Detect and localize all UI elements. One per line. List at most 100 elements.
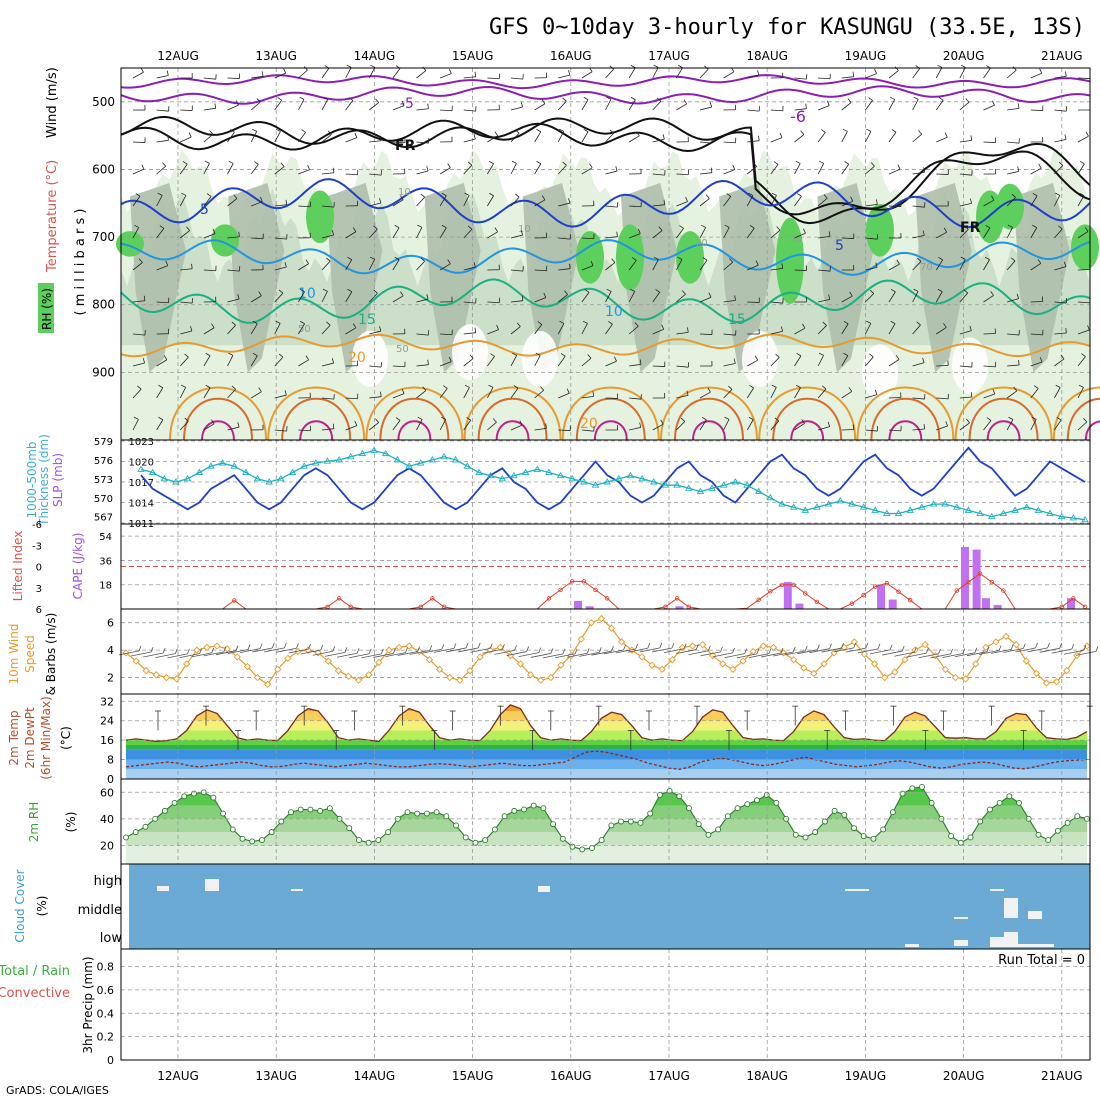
wind-barb-shaft (605, 360, 617, 367)
wind-speed-marker (263, 680, 272, 689)
rh-marker (967, 834, 974, 841)
wind-barb-shaft (368, 292, 378, 303)
thickness-marker (684, 484, 693, 491)
surface-wind-barb-feather (732, 647, 735, 654)
rh-contour-label: 30 (790, 234, 803, 245)
wind-barb-shaft (1006, 419, 1014, 431)
wind-barb-shaft (1054, 75, 1067, 79)
wind-tick-label: 2 (107, 672, 114, 685)
wind-speed-marker (122, 649, 130, 657)
rh-marker (559, 835, 566, 842)
wind-barb-shaft (274, 166, 285, 175)
wind-barb-shaft (723, 363, 736, 367)
wind-barb-feather (513, 385, 519, 389)
wind-barb-feather (776, 226, 781, 231)
wind-barb-feather (394, 256, 400, 261)
wind-barb-shaft (1006, 390, 1018, 399)
wind-barb-shaft (652, 230, 663, 239)
wind-barb-feather (969, 198, 972, 204)
surface-wind-barb-feather (974, 647, 978, 653)
surface-wind-barb-feather (926, 648, 929, 654)
thickness-tick-label: 570 (94, 494, 113, 505)
wind-barb-shaft (132, 362, 145, 367)
rh-marker (443, 813, 450, 820)
wind-barb-shaft (156, 109, 169, 112)
wind-barb-shaft (274, 99, 283, 111)
wind-barb-shaft (1007, 171, 1019, 175)
wind-barb-shaft (865, 165, 875, 175)
rh-marker (870, 835, 877, 842)
wind-barb-feather (748, 192, 754, 196)
wind-barb-shaft (321, 291, 328, 303)
wind-barb-shaft (345, 259, 353, 271)
wind-barb-feather (258, 387, 262, 393)
wind-barb-feather (1079, 192, 1085, 196)
wind-barb-shaft (180, 330, 192, 335)
wind-barb-shaft (959, 229, 969, 239)
surface-wind-barb (131, 651, 152, 657)
wind-barb-feather (380, 135, 382, 141)
wind-barb-feather (630, 64, 636, 69)
wind-barb-shaft (747, 140, 760, 143)
rh-marker (1016, 799, 1023, 806)
wind-barb-shaft (250, 391, 262, 399)
wind-barb-shaft (888, 205, 902, 207)
surface-wind-barb-feather (950, 648, 954, 655)
wind-barb-shaft (652, 204, 665, 207)
wind-barb-shaft (865, 267, 878, 271)
wind-barb-shaft (699, 333, 713, 335)
wind-barb-shaft (746, 228, 755, 239)
wind-barb-shaft (676, 67, 683, 79)
wind-barb-feather (943, 227, 948, 233)
wind-barb-shaft (1077, 163, 1085, 175)
wind-barb-feather (252, 128, 257, 132)
wind-barb-feather (347, 288, 353, 293)
wind-barb-shaft (1054, 332, 1067, 335)
wind-barb-shaft (1077, 77, 1091, 79)
wind-barb-shaft (274, 204, 287, 207)
rh-marker (161, 807, 168, 814)
wind-barb-shaft (274, 323, 281, 335)
surface-wind-barb (651, 647, 673, 653)
wind-barb-shaft (487, 77, 500, 80)
wind-barb-shaft (251, 75, 264, 79)
surface-isotherm-arch (267, 386, 366, 441)
thickness-tick-label: 573 (94, 475, 113, 486)
surface-wind-barb-feather (986, 646, 990, 652)
rh-contour-label: 10 (518, 224, 531, 235)
wind-barb-shaft (558, 237, 571, 240)
wind-barb-feather (945, 421, 948, 427)
wind-barb-shaft (581, 71, 593, 79)
precip-tick-label: 0.8 (97, 961, 115, 974)
wind-barb-feather (1033, 385, 1039, 389)
wind-barb-feather (212, 228, 216, 234)
wind-barb-feather (447, 163, 451, 168)
wind-barb-feather (755, 260, 759, 266)
wind-speed-marker (921, 641, 929, 649)
wind-barb-feather (679, 225, 684, 229)
wind-barb-feather (564, 290, 568, 295)
wind-barb-shaft (558, 74, 570, 79)
wind-barb-feather (515, 193, 520, 198)
wind-barb-shaft (723, 261, 734, 271)
wind-barb-shaft (156, 165, 166, 175)
wind-barb-feather (568, 70, 571, 76)
surface-wind-barb (470, 648, 491, 653)
wind-barb-shaft (250, 201, 263, 207)
wind-speed-marker (152, 671, 160, 679)
wind-barb-shaft (983, 68, 991, 79)
surface-wind-barb-feather (647, 643, 651, 649)
rh-marker (802, 834, 809, 841)
lifted-index-marker (1071, 596, 1076, 601)
wind-speed-marker (284, 654, 292, 662)
cloud-level-label: low (100, 931, 123, 946)
wind-barb-feather (702, 257, 708, 261)
wind-barb-feather (494, 227, 499, 233)
wind-speed-marker (385, 646, 393, 654)
cloud-patch (845, 889, 869, 891)
wind-barb-shaft (581, 323, 588, 335)
wind-barb-shaft (487, 195, 494, 207)
wind-speed-marker (739, 657, 747, 665)
wind-barb-shaft (179, 163, 188, 175)
rh-marker (705, 831, 712, 838)
